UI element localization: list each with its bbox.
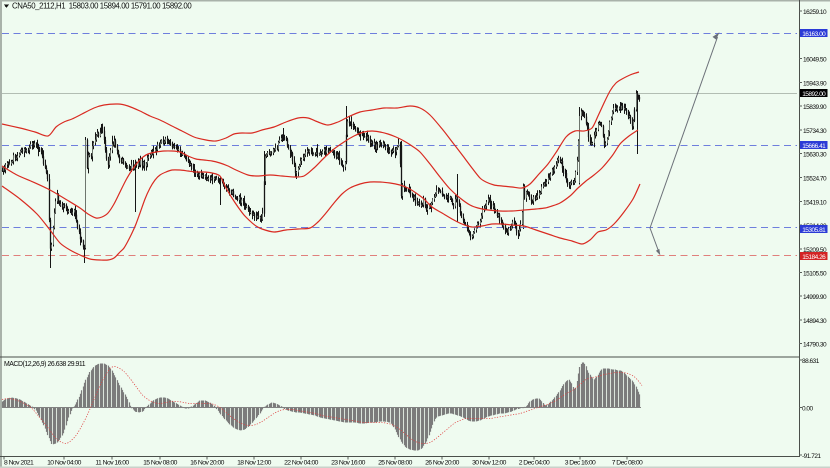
svg-text:MACD(12,26,9) 26.638 29.911: MACD(12,26,9) 26.638 29.911 [4,361,86,368]
svg-text:15839.90: 15839.90 [803,104,827,111]
svg-text:23 Nov 16:00: 23 Nov 16:00 [331,460,366,467]
svg-text:14790.30: 14790.30 [803,342,827,349]
svg-text:14894.30: 14894.30 [803,318,827,325]
svg-text:16163.00: 16163.00 [802,31,826,38]
svg-text:15419.10: 15419.10 [803,199,827,206]
svg-text:15630.30: 15630.30 [803,152,827,159]
svg-text:2 Dec 04:00: 2 Dec 04:00 [519,460,550,467]
svg-text:0.00: 0.00 [802,406,814,413]
svg-text:15305.81: 15305.81 [802,227,826,234]
svg-text:30 Nov 12:00: 30 Nov 12:00 [472,460,507,467]
svg-text:7 Dec 08:00: 7 Dec 08:00 [612,460,643,467]
svg-text:11 Nov 16:00: 11 Nov 16:00 [95,460,129,467]
svg-text:15892.00: 15892.00 [802,91,826,98]
svg-text:15105.50: 15105.50 [803,270,827,277]
svg-text:15184.26: 15184.26 [802,254,826,261]
svg-text:15943.90: 15943.90 [803,81,827,88]
svg-text:16259.10: 16259.10 [803,9,827,16]
svg-text:-91.721: -91.721 [802,453,821,460]
svg-text:8 Nov 2021: 8 Nov 2021 [4,460,34,467]
svg-text:3 Dec 16:00: 3 Dec 16:00 [565,460,596,467]
svg-text:15 Nov 08:00: 15 Nov 08:00 [143,460,178,467]
svg-text:14999.90: 14999.90 [803,294,827,301]
svg-text:16 Nov 20:00: 16 Nov 20:00 [190,460,225,467]
svg-text:CNA50_2112,H1 15803.00 15894.: CNA50_2112,H1 15803.00 15894.00 15791.00… [12,2,192,11]
svg-text:16049.50: 16049.50 [803,57,827,64]
svg-text:15666.41: 15666.41 [802,143,826,150]
svg-text:18 Nov 12:00: 18 Nov 12:00 [237,460,272,467]
svg-text:10 Nov 04:00: 10 Nov 04:00 [47,460,82,467]
svg-text:15209.50: 15209.50 [803,247,827,254]
svg-text:15734.30: 15734.30 [803,128,827,135]
svg-text:22 Nov 04:00: 22 Nov 04:00 [284,460,319,467]
svg-text:26 Nov 20:00: 26 Nov 20:00 [425,460,460,467]
svg-text:25 Nov 08:00: 25 Nov 08:00 [378,460,413,467]
svg-text:88.631: 88.631 [802,358,820,365]
svg-text:15524.70: 15524.70 [803,175,827,182]
